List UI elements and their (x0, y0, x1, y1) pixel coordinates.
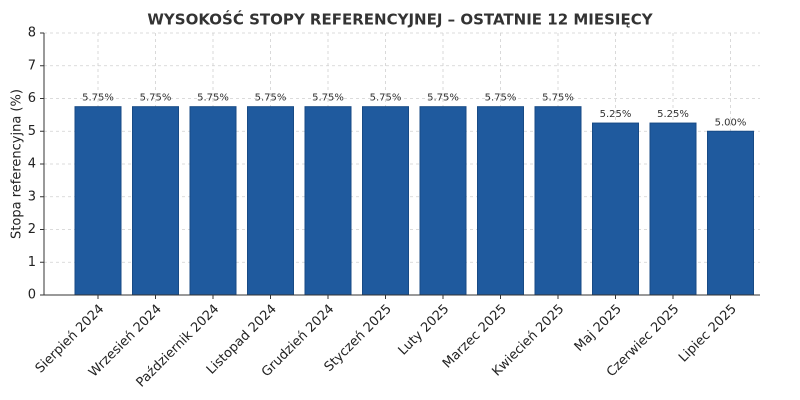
chart-title: WYSOKOŚĆ STOPY REFERENCYJNEJ – OSTATNIE … (147, 10, 653, 29)
value-label: 5.75% (312, 93, 344, 104)
y-axis-label: Stopa referencyjna (%) (10, 89, 25, 239)
bar (189, 106, 237, 296)
x-tick-label: Luty 2025 (396, 302, 453, 359)
value-label: 5.75% (370, 93, 402, 104)
bar (247, 106, 294, 296)
value-label: 5.75% (427, 93, 459, 104)
value-label: 5.00% (715, 117, 747, 128)
value-label: 5.75% (82, 93, 114, 104)
y-tick-label: 5 (28, 124, 36, 139)
value-label: 5.75% (197, 93, 229, 104)
bar (419, 106, 467, 296)
y-tick-label: 6 (28, 91, 36, 106)
y-tick-label: 0 (28, 288, 36, 303)
x-tick-label: Maj 2025 (572, 302, 625, 355)
value-label: 5.75% (255, 93, 287, 104)
y-tick-label: 7 (28, 58, 36, 73)
y-tick-label: 2 (28, 222, 36, 237)
bar (362, 106, 409, 296)
bar (592, 122, 639, 296)
value-label: 5.75% (485, 93, 517, 104)
bar (477, 106, 524, 296)
bar (649, 122, 697, 296)
y-tick-label: 8 (28, 26, 36, 41)
value-label: 5.25% (657, 109, 689, 120)
y-tick-label: 3 (28, 189, 36, 204)
y-tick-label: 4 (28, 157, 36, 172)
y-tick-label: 1 (28, 255, 36, 270)
bar (74, 106, 122, 296)
bar (534, 106, 582, 296)
value-label: 5.25% (600, 109, 632, 120)
x-tick-label: Lipiec 2025 (676, 302, 740, 366)
value-label: 5.75% (542, 93, 574, 104)
value-label: 5.75% (140, 93, 172, 104)
bar (707, 130, 754, 296)
bar (132, 106, 179, 296)
bar (304, 106, 352, 296)
